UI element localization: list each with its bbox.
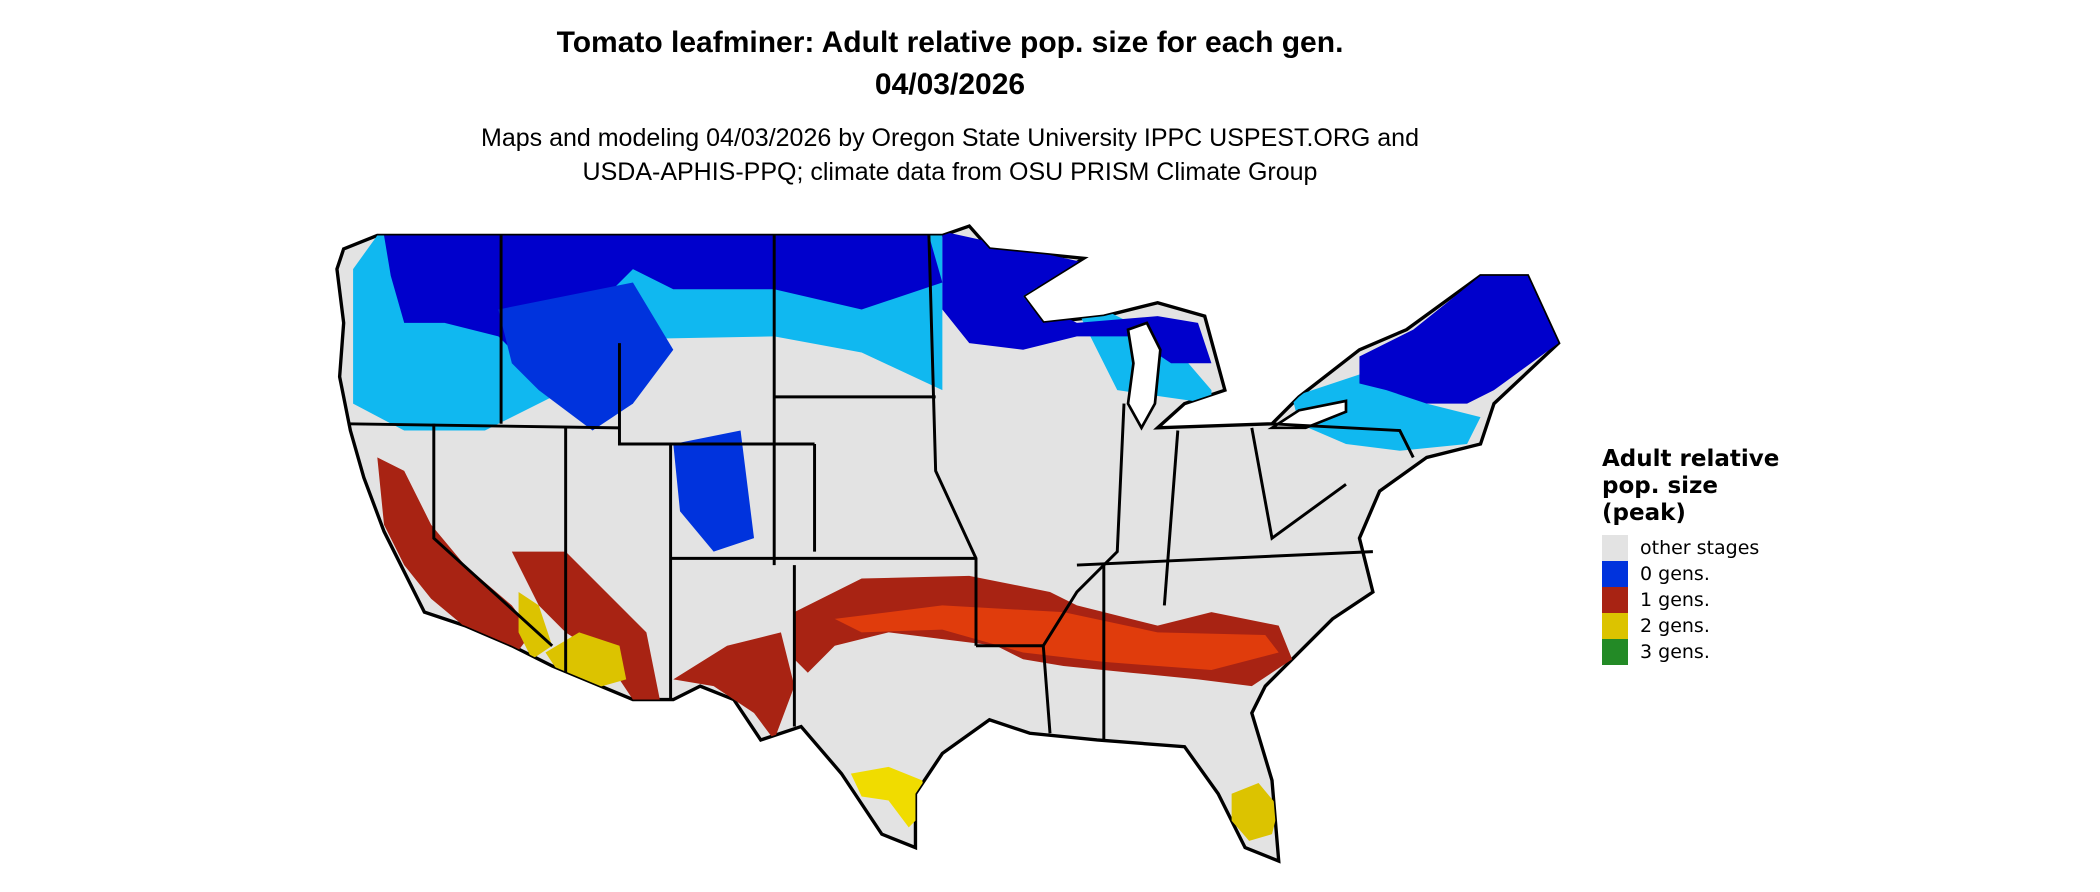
state-borders bbox=[347, 235, 1415, 740]
legend-label: 0 gens. bbox=[1640, 563, 1710, 585]
legend-label: 3 gens. bbox=[1640, 641, 1710, 663]
legend-title-line: (peak) bbox=[1602, 500, 1686, 526]
zone-1gen-south-band-orange bbox=[834, 605, 1279, 671]
legend-item-3-gens: 3 gens. bbox=[1602, 639, 1779, 665]
legend-label: 1 gens. bbox=[1640, 589, 1710, 611]
legend-swatch bbox=[1602, 535, 1628, 561]
map-date: 04/03/2026 bbox=[874, 68, 1026, 101]
legend-title: Adult relative pop. size (peak) bbox=[1602, 446, 1779, 527]
legend-item-1-gens: 1 gens. bbox=[1602, 587, 1779, 613]
great-lakes bbox=[1126, 321, 1348, 431]
zone-0gens-colorado bbox=[673, 430, 755, 552]
lake-erie bbox=[1267, 399, 1348, 430]
legend: Adult relative pop. size (peak) other st… bbox=[1602, 446, 1779, 665]
legend-label: other stages bbox=[1640, 537, 1760, 559]
zone-2gens-colorado-river bbox=[518, 591, 553, 660]
zone-0gens-northeast-dark bbox=[1359, 275, 1559, 404]
map-title: Tomato leafminer: Adult relative pop. si… bbox=[556, 26, 1344, 59]
zone-2gens-florida bbox=[1231, 783, 1279, 841]
legend-title-line: Adult relative bbox=[1602, 446, 1780, 472]
lake-michigan bbox=[1126, 321, 1162, 431]
legend-item-2-gens: 2 gens. bbox=[1602, 613, 1779, 639]
legend-item-other-stages: other stages bbox=[1602, 535, 1779, 561]
zone-0gens-blue bbox=[498, 282, 674, 431]
legend-swatch bbox=[1602, 613, 1628, 639]
zone-0gens-northeast-light bbox=[1292, 369, 1481, 451]
legend-label: 2 gens. bbox=[1640, 615, 1710, 637]
legend-item-0-gens: 0 gens. bbox=[1602, 561, 1779, 587]
zone-2gens-texas bbox=[850, 766, 929, 828]
legend-swatch bbox=[1602, 639, 1628, 665]
legend-title-line: pop. size bbox=[1602, 473, 1719, 499]
subtitle-line-2: USDA-APHIS-PPQ; climate data from OSU PR… bbox=[582, 158, 1318, 186]
zone-1gen-southwest bbox=[511, 551, 660, 700]
model-overlay bbox=[353, 231, 1559, 841]
zone-1gen-new-mexico bbox=[673, 632, 795, 740]
legend-swatch bbox=[1602, 587, 1628, 613]
subtitle-line-1: Maps and modeling 04/03/2026 by Oregon S… bbox=[481, 124, 1419, 152]
legend-swatch bbox=[1602, 561, 1628, 587]
